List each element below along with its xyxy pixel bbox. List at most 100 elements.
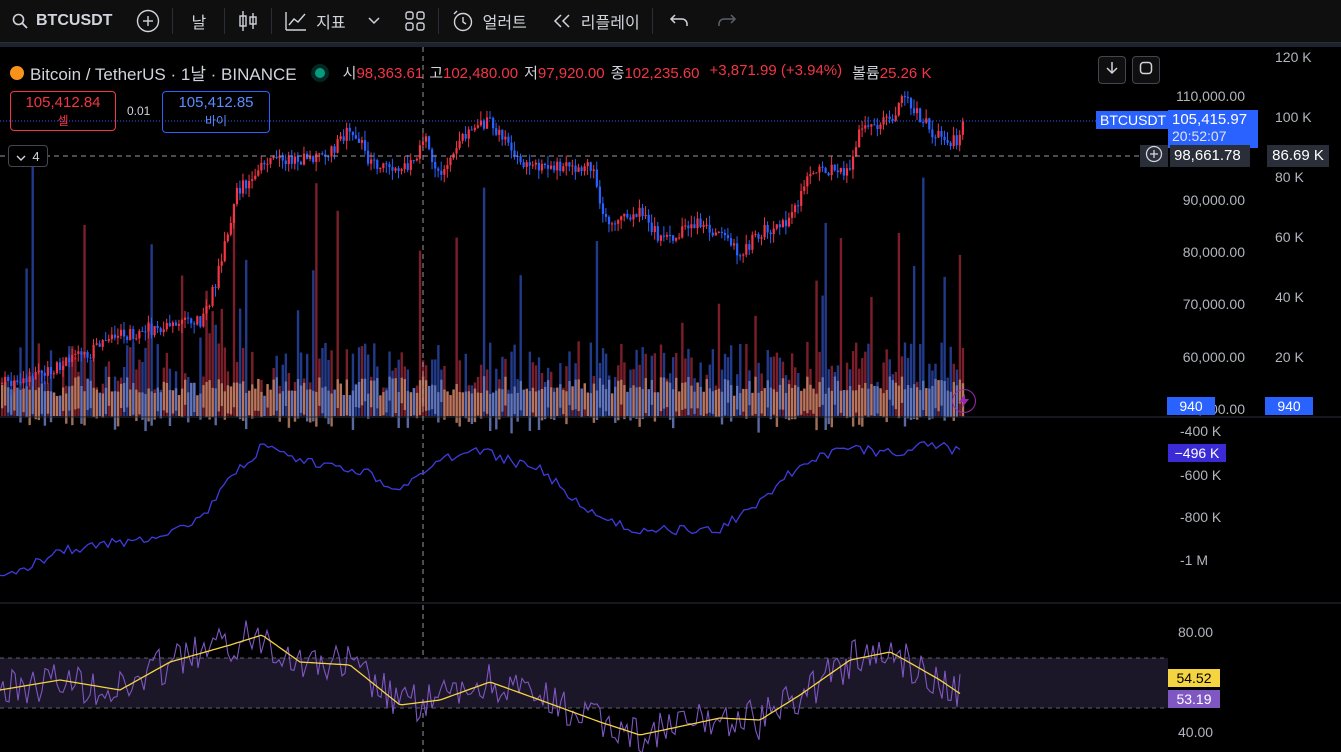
volume-bar-base: [394, 378, 397, 413]
volume-bar-base: [458, 392, 461, 427]
chart-legend: Bitcoin / TetherUS · 1날 · BINANCE 시98,36…: [10, 60, 931, 85]
candle-body: [540, 163, 544, 171]
candle-body: [144, 331, 147, 333]
volume-bar-base: [638, 386, 641, 427]
volume-bar: [635, 349, 638, 416]
volume-bar-base: [903, 389, 907, 427]
volume-bar: [958, 254, 962, 416]
volume-bar-base: [98, 392, 101, 416]
indicators-button[interactable]: 지표: [272, 0, 391, 42]
buy-button[interactable]: 105,412.85 바이: [162, 91, 270, 133]
collapse-indicators-button[interactable]: 4: [8, 145, 48, 167]
volume-bar-base: [55, 395, 59, 416]
pair-title[interactable]: Bitcoin / TetherUS · 1날 · BINANCE: [30, 65, 297, 84]
chart-canvas[interactable]: [0, 47, 1341, 752]
candle-body: [546, 165, 550, 169]
candle-body: [528, 162, 531, 166]
add-alert-at-price-button[interactable]: [1140, 145, 1168, 167]
volume-bar: [37, 343, 40, 416]
candle-body: [254, 175, 257, 180]
volume-bar-base: [815, 393, 818, 431]
volume-bar-base: [763, 388, 766, 416]
volume-bar-base: [885, 389, 888, 423]
candle-body: [49, 367, 52, 374]
volume-bar-base: [668, 382, 672, 420]
volume-bar-base: [196, 395, 199, 416]
candle-body: [827, 172, 830, 176]
layout-button[interactable]: [392, 0, 438, 42]
candle-body: [379, 168, 382, 170]
volume-bar-base: [940, 380, 943, 406]
candle-body: [126, 336, 129, 340]
candle-body: [4, 376, 7, 383]
volume-bar: [604, 353, 608, 416]
volume-bar: [299, 352, 303, 416]
candle-body: [287, 156, 290, 165]
volume-bar-base: [272, 379, 275, 416]
candle-body: [912, 108, 916, 114]
low-label: 저: [524, 65, 538, 82]
replay-button[interactable]: 리플레이: [539, 0, 652, 42]
chevron-down-icon[interactable]: [368, 17, 380, 25]
volume-bar: [775, 352, 779, 416]
volume-bar-base: [281, 391, 284, 416]
candle-body: [251, 179, 254, 181]
sell-button[interactable]: 105,412.84 셀: [10, 91, 116, 131]
volume-bar: [296, 310, 300, 416]
candle-body: [357, 138, 361, 143]
volume-bar: [897, 232, 901, 416]
compare-symbol-button[interactable]: [124, 0, 172, 42]
candle-body: [449, 157, 452, 166]
volume-bar-base: [235, 382, 239, 417]
volume-bar-base: [443, 389, 446, 420]
symbol-search-button[interactable]: BTCUSDT: [0, 0, 124, 42]
volume-bar-base: [504, 376, 507, 406]
candle-body: [232, 204, 235, 223]
volume-bar-base: [168, 389, 172, 426]
candle-body: [187, 317, 190, 319]
candle-body: [266, 163, 269, 165]
lightning-icon[interactable]: [952, 389, 976, 413]
volume-bar-base: [351, 390, 355, 430]
candle-body: [559, 161, 562, 172]
candle-body: [763, 224, 766, 238]
volume-bar-base: [781, 378, 785, 410]
volume-bar-base: [894, 382, 898, 410]
volume-bar-base: [839, 390, 843, 413]
volume-bar-base: [571, 386, 574, 411]
volume-bar-base: [858, 384, 861, 425]
interval-button[interactable]: 날: [173, 0, 224, 42]
volume-bar-base: [540, 389, 544, 421]
volume-bar-base: [742, 388, 745, 412]
candle-body: [7, 376, 10, 381]
candle-body: [809, 174, 812, 177]
volume-bar-base: [345, 379, 349, 416]
candle-body: [775, 224, 778, 229]
refresh-button[interactable]: [1132, 56, 1160, 84]
volume-bar: [510, 351, 513, 416]
volume-bar-base: [726, 380, 730, 403]
volume-bar: [220, 308, 223, 416]
candle-body: [40, 370, 43, 373]
undo-button[interactable]: [653, 0, 705, 42]
redo-button[interactable]: [705, 0, 749, 42]
alert-label: 얼러트: [482, 15, 527, 32]
volume-bar-base: [232, 382, 236, 408]
chart-type-button[interactable]: [225, 0, 271, 42]
candle-body: [473, 127, 476, 131]
volume-bar-base: [171, 390, 175, 414]
candle-body: [839, 168, 842, 173]
alert-button[interactable]: 얼러트: [439, 0, 539, 42]
volume-bar: [336, 210, 339, 416]
volume-bar-base: [711, 391, 715, 414]
price-candles: [1, 91, 964, 396]
volume-bar-base: [461, 392, 464, 416]
volume-bar-base: [635, 387, 638, 419]
volume-bar-base: [385, 390, 388, 413]
candle-body: [900, 96, 903, 103]
volume-bar: [455, 237, 458, 416]
candle-body: [565, 162, 568, 167]
volume-bar-base: [644, 378, 647, 413]
download-button[interactable]: [1098, 56, 1126, 84]
volume-bar-base: [702, 391, 705, 416]
